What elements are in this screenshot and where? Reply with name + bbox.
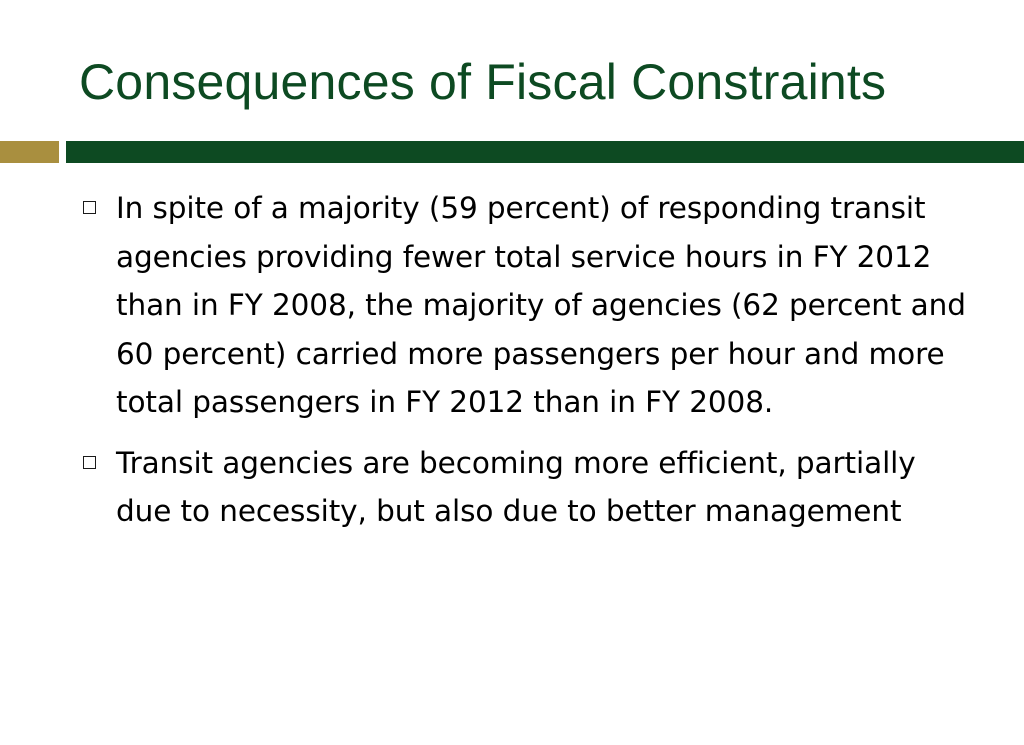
slide-title: Consequences of Fiscal Constraints xyxy=(79,54,887,110)
bullet-list: In spite of a majority (59 percent) of r… xyxy=(79,184,979,548)
title-divider-accent xyxy=(0,141,59,163)
bullet-text: In spite of a majority (59 percent) of r… xyxy=(116,191,966,419)
bullet-text: Transit agencies are becoming more effic… xyxy=(116,445,916,529)
bullet-item: In spite of a majority (59 percent) of r… xyxy=(79,184,979,427)
bullet-item: Transit agencies are becoming more effic… xyxy=(79,439,979,536)
title-divider-bar xyxy=(66,141,1024,163)
square-bullet-icon xyxy=(83,455,96,469)
square-bullet-icon xyxy=(83,201,96,214)
